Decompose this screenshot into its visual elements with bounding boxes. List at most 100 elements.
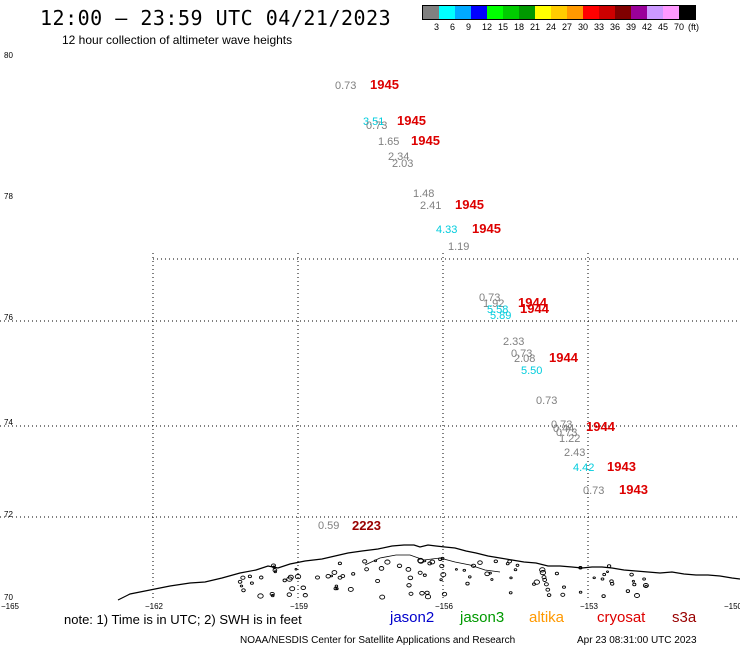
wave-height-value: 0.73 <box>335 80 356 92</box>
lake-outline <box>325 573 331 579</box>
wave-height-value: 5.58 <box>487 304 508 316</box>
legend-swatch <box>583 6 599 19</box>
lake-outline <box>602 572 607 577</box>
satellite-label: cryosat <box>597 609 646 626</box>
lake-outline <box>337 561 342 566</box>
lake-outline <box>539 567 546 573</box>
lake-outline <box>562 585 566 589</box>
lake-outline <box>477 560 483 565</box>
lake-outline <box>439 563 445 569</box>
wave-height-value: 0.73 <box>556 427 577 439</box>
lake-outline <box>438 557 443 561</box>
lake-outline <box>249 581 254 585</box>
lake-outline <box>396 563 403 568</box>
lake-outline <box>239 584 244 588</box>
lake-outline <box>241 588 246 593</box>
lake-outline <box>333 586 338 591</box>
lake-outline <box>545 587 551 592</box>
latitude-label: 80 <box>4 51 13 60</box>
legend-swatch <box>423 6 439 19</box>
legend-tick-label: 3 <box>434 22 440 32</box>
lake-outline <box>441 591 448 597</box>
wave-height-value: 1.65 <box>378 136 399 148</box>
wave-height-value: 2.41 <box>420 200 441 212</box>
lake-outline <box>462 568 467 572</box>
lake-outline <box>347 586 354 592</box>
legend-tick-label: 21 <box>530 22 541 32</box>
lake-outline <box>642 577 646 581</box>
lake-outline <box>378 566 385 571</box>
legend-tick-label: 18 <box>514 22 525 32</box>
lake-outline <box>294 568 298 571</box>
legend-swatch <box>487 6 503 19</box>
wave-height-value: 0.44 <box>553 423 574 435</box>
lake-outline <box>578 566 583 570</box>
satellite-label: jason2 <box>390 609 435 626</box>
lake-outline <box>439 578 443 582</box>
legend-tick-label: 27 <box>562 22 573 32</box>
wave-height-value: 5.50 <box>521 365 542 377</box>
latitude-label: 72 <box>4 510 13 519</box>
map-title: 12:00 – 23:59 UTC 04/21/2023 <box>40 6 392 30</box>
observation-time-label: 1944 <box>586 419 616 434</box>
lake-outline <box>601 594 606 598</box>
legend-swatch <box>535 6 551 19</box>
lake-outline <box>331 570 338 575</box>
lake-outline <box>515 563 520 567</box>
wave-height-value: 1.19 <box>448 241 469 253</box>
legend-swatch <box>615 6 631 19</box>
wave-height-value: 0.73 <box>366 120 387 132</box>
observation-time-label: 1943 <box>607 459 636 474</box>
legend-tick-label: 9 <box>466 22 472 32</box>
longitude-label: −156 <box>435 602 454 611</box>
wave-height-value: 0.73 <box>583 485 604 497</box>
lake-outline <box>468 575 472 579</box>
legend-tick-label: 42 <box>642 22 653 32</box>
lake-outline <box>375 578 381 584</box>
observation-time-label: 1945 <box>455 197 484 212</box>
observation-time-label: 1944 <box>518 295 548 310</box>
wave-height-value: 1.48 <box>413 188 434 200</box>
legend-tick-label: 6 <box>450 22 456 32</box>
lake-outline <box>625 589 631 593</box>
legend-swatch <box>519 6 535 19</box>
wave-height-value: 3.51 <box>363 116 384 128</box>
wave-height-value: 2.08 <box>514 353 535 365</box>
inland-contour <box>364 554 501 573</box>
latitude-label: 74 <box>4 418 13 427</box>
lake-outline <box>282 578 287 583</box>
footer-note: note: 1) Time is in UTC; 2) SWH is in fe… <box>64 612 302 627</box>
legend-unit: (ft) <box>688 22 699 32</box>
legend-swatch <box>663 6 679 19</box>
lake-outline <box>294 574 302 580</box>
longitude-label: −150 <box>724 602 740 611</box>
legend-swatch <box>679 6 695 19</box>
lake-outline <box>405 567 412 572</box>
lake-outline <box>300 585 307 591</box>
lake-outline <box>379 594 386 600</box>
lake-outline <box>272 565 276 569</box>
legend-labels: 3 6 9 12 15 18 21 24 27 30 33 36 39 42 45 70 (ft) <box>422 20 699 34</box>
observation-time-label: 1945 <box>397 113 426 128</box>
wave-height-value: 2.03 <box>392 158 413 170</box>
legend-tick-label: 30 <box>578 22 589 32</box>
longitude-label: −159 <box>290 602 309 611</box>
lake-outline <box>543 582 549 587</box>
lake-outline <box>258 575 264 580</box>
lake-outline <box>488 571 492 575</box>
observation-time-label: 1943 <box>619 482 648 497</box>
observation-time-label: 1944 <box>549 350 579 365</box>
legend-swatch <box>631 6 647 19</box>
lake-outline <box>508 591 513 595</box>
lake-outline <box>424 594 432 600</box>
generated-timestamp: Apr 23 08:31:00 UTC 2023 <box>577 635 697 646</box>
lake-outline <box>417 557 424 564</box>
legend-tick-label: 24 <box>546 22 557 32</box>
lake-outline <box>302 593 308 598</box>
legend-swatch <box>647 6 663 19</box>
wave-height-value: 2.43 <box>564 447 585 459</box>
longitude-label: −153 <box>580 602 599 611</box>
lake-outline <box>539 570 547 576</box>
